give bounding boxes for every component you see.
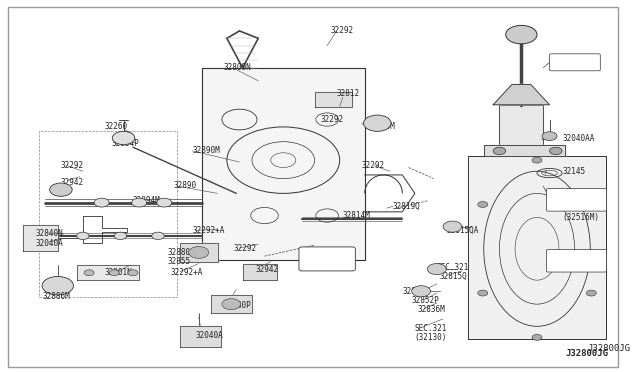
Text: 32942: 32942 <box>61 178 84 187</box>
Text: 32040A: 32040A <box>196 331 223 340</box>
Text: 32812: 32812 <box>337 89 360 98</box>
Polygon shape <box>484 145 565 157</box>
Text: (32130): (32130) <box>563 262 589 267</box>
Circle shape <box>112 131 135 145</box>
Circle shape <box>222 299 241 310</box>
Polygon shape <box>180 243 218 262</box>
Text: 32935: 32935 <box>403 287 426 296</box>
Text: 32890M: 32890M <box>193 147 220 155</box>
Text: 32815Q: 32815Q <box>440 272 468 281</box>
FancyBboxPatch shape <box>299 247 355 271</box>
Circle shape <box>152 232 164 240</box>
Text: 32942: 32942 <box>255 264 278 273</box>
Text: 32840N: 32840N <box>36 230 63 238</box>
Text: 32840P: 32840P <box>224 301 252 311</box>
Circle shape <box>493 147 506 155</box>
Text: 32809N: 32809N <box>224 63 252 72</box>
Circle shape <box>428 263 446 275</box>
Text: 32880: 32880 <box>168 248 191 257</box>
Text: 32292+A: 32292+A <box>170 268 203 277</box>
Text: SEC.321: SEC.321 <box>317 248 350 257</box>
Circle shape <box>532 334 542 340</box>
Polygon shape <box>499 105 543 155</box>
Polygon shape <box>493 84 550 105</box>
Text: 32292: 32292 <box>321 115 344 124</box>
Circle shape <box>506 25 537 44</box>
Text: J32800JG: J32800JG <box>587 344 630 353</box>
Circle shape <box>157 198 172 207</box>
Text: 32852P: 32852P <box>412 296 440 305</box>
Text: 32815QA: 32815QA <box>446 226 479 235</box>
Text: (32138): (32138) <box>314 259 340 264</box>
Circle shape <box>586 290 596 296</box>
Text: SEC.321: SEC.321 <box>314 251 340 256</box>
Text: (32516M): (32516M) <box>561 201 591 206</box>
Text: SEC.321: SEC.321 <box>415 324 447 333</box>
Text: 32292: 32292 <box>362 161 385 170</box>
Circle shape <box>128 270 138 276</box>
Text: 32894M: 32894M <box>133 196 161 205</box>
Text: SEC.341: SEC.341 <box>562 58 595 67</box>
FancyBboxPatch shape <box>547 250 607 272</box>
Text: 32260: 32260 <box>105 122 128 131</box>
Circle shape <box>132 198 147 207</box>
Polygon shape <box>211 295 252 313</box>
Text: 32834P: 32834P <box>111 139 139 148</box>
Text: 32801N: 32801N <box>105 268 132 277</box>
Text: SEC.321: SEC.321 <box>563 254 589 259</box>
Text: J32800JG: J32800JG <box>566 350 609 359</box>
Text: 32292: 32292 <box>330 26 353 35</box>
Circle shape <box>94 198 109 207</box>
Polygon shape <box>468 157 606 339</box>
Polygon shape <box>243 263 277 280</box>
Text: 32890: 32890 <box>173 182 196 190</box>
Circle shape <box>412 286 431 297</box>
Polygon shape <box>23 225 58 251</box>
Circle shape <box>477 202 488 208</box>
Text: 32292: 32292 <box>233 244 256 253</box>
Text: (32516M): (32516M) <box>562 213 599 222</box>
Circle shape <box>114 232 127 240</box>
Circle shape <box>542 132 557 141</box>
Text: SEC.321: SEC.321 <box>563 193 589 199</box>
FancyBboxPatch shape <box>550 54 600 71</box>
Polygon shape <box>315 92 352 107</box>
Polygon shape <box>202 68 365 260</box>
Circle shape <box>364 115 391 131</box>
Text: SEC.321: SEC.321 <box>436 263 469 272</box>
Circle shape <box>42 276 74 295</box>
Text: SEC.321: SEC.321 <box>562 202 595 211</box>
FancyBboxPatch shape <box>547 189 607 211</box>
Text: 32836M: 32836M <box>418 305 445 314</box>
Text: 32292+A: 32292+A <box>193 226 225 235</box>
Circle shape <box>77 232 89 240</box>
Text: (32138): (32138) <box>317 261 350 270</box>
Text: 32855: 32855 <box>168 257 191 266</box>
Circle shape <box>550 147 562 155</box>
Circle shape <box>586 202 596 208</box>
Text: (32130): (32130) <box>415 333 447 342</box>
Polygon shape <box>180 326 221 347</box>
Text: 32292: 32292 <box>61 161 84 170</box>
Circle shape <box>109 270 119 276</box>
Text: 32040A: 32040A <box>36 239 63 248</box>
Text: SEC.341: SEC.341 <box>561 60 588 65</box>
Circle shape <box>50 183 72 196</box>
Circle shape <box>477 290 488 296</box>
Text: 32844M: 32844M <box>368 122 396 131</box>
Text: 32040AA: 32040AA <box>562 134 595 142</box>
Text: 32145: 32145 <box>562 167 585 176</box>
Polygon shape <box>77 265 140 280</box>
Text: 32814M: 32814M <box>343 211 371 220</box>
Circle shape <box>532 157 542 163</box>
Text: 32886M: 32886M <box>42 292 70 301</box>
Circle shape <box>189 247 209 259</box>
Text: 32819Q: 32819Q <box>393 202 420 211</box>
Circle shape <box>84 270 94 276</box>
Circle shape <box>443 221 462 232</box>
